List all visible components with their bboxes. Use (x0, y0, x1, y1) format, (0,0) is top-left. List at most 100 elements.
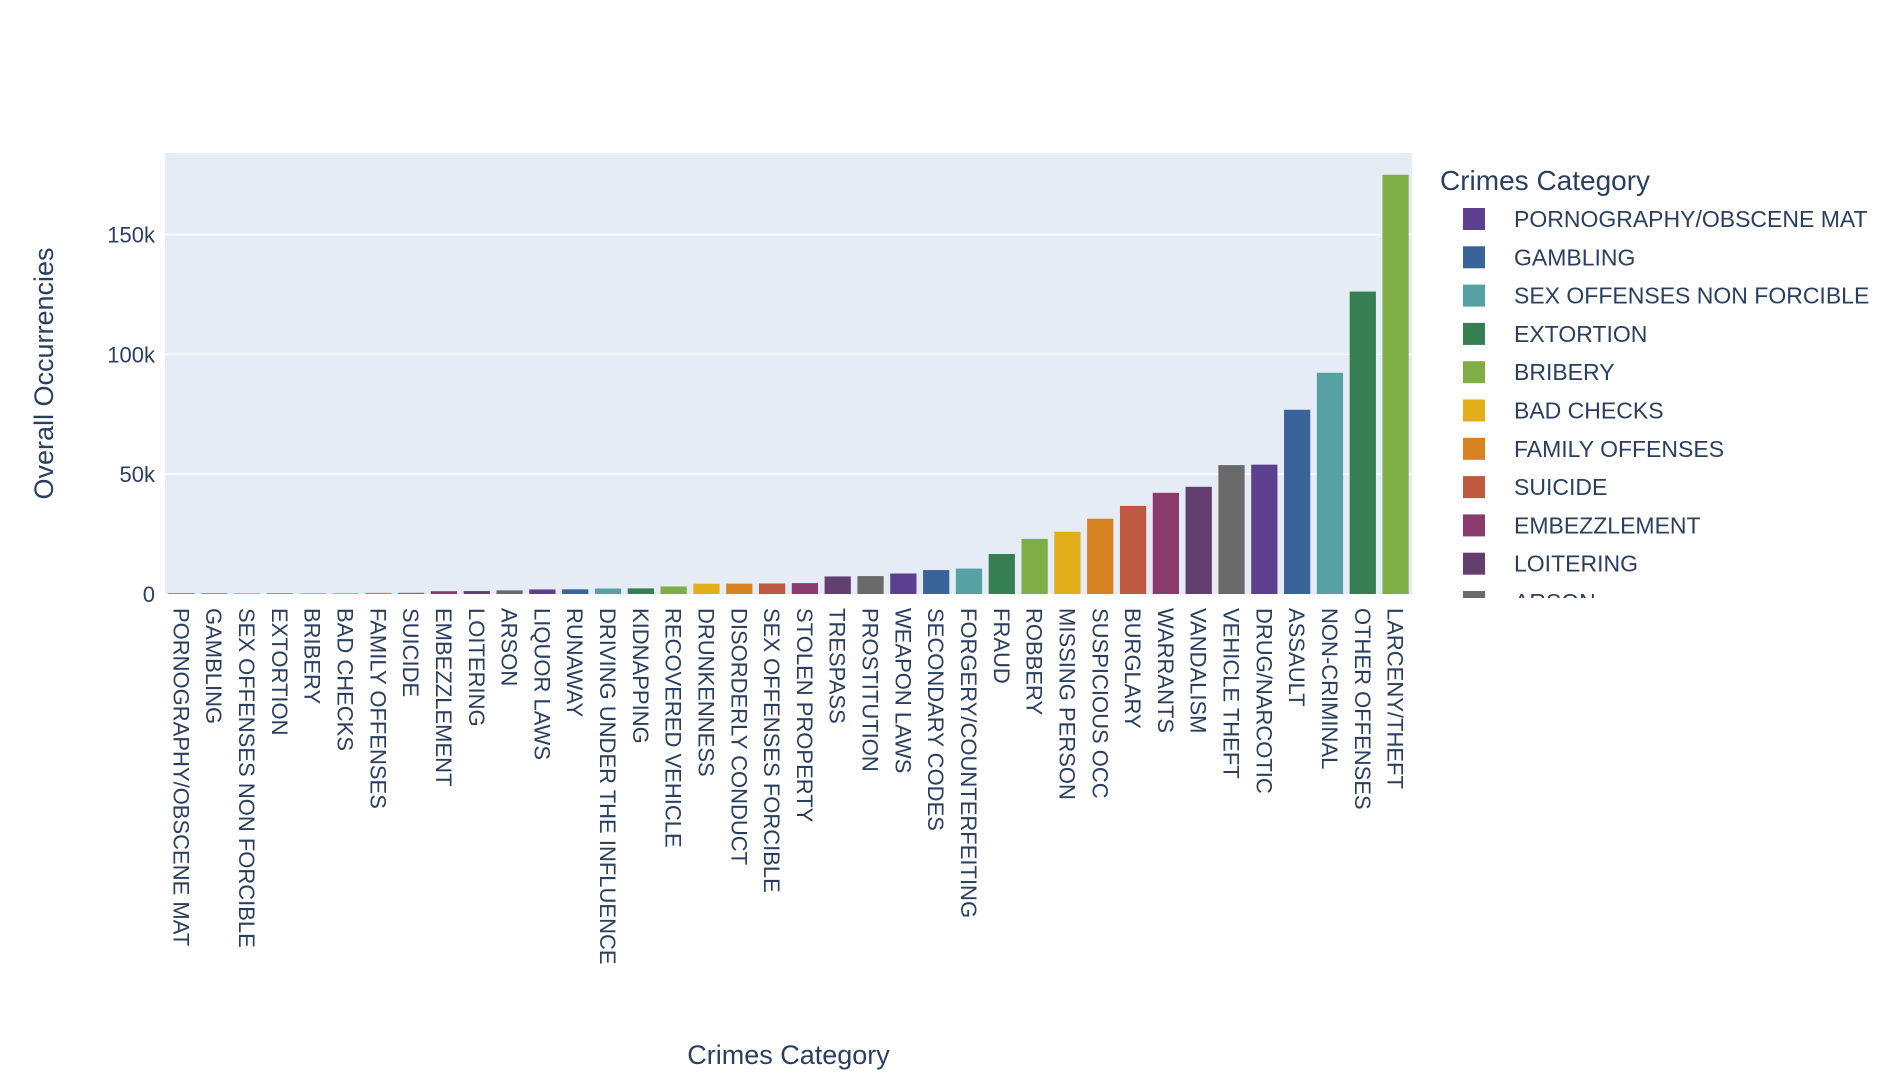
x-tick-label: BURGLARY (1120, 608, 1145, 729)
legend-item[interactable]: SUICIDE (1463, 474, 1607, 500)
bar[interactable] (1251, 464, 1278, 594)
x-axis-ticks: PORNOGRAPHY/OBSCENE MAT GAMBLING SEX OFFEN… (168, 608, 1407, 965)
x-tick-label: SEX OFFENSES FORCIBLE (759, 608, 784, 893)
legend-label: BRIBERY (1514, 359, 1615, 385)
legend-item[interactable]: EXTORTION (1463, 321, 1647, 347)
legend[interactable]: Crimes Category PORNOGRAPHY/OBSCENE MAT G… (1440, 165, 1869, 615)
legend-label: SUICIDE (1514, 474, 1607, 500)
y-tick-label: 50k (120, 462, 156, 487)
legend-swatch (1463, 591, 1485, 598)
bar[interactable] (726, 583, 753, 594)
x-tick-label: LARCENY/THEFT (1383, 608, 1408, 789)
legend-item[interactable]: FAMILY OFFENSES (1463, 436, 1724, 462)
legend-label: EMBEZZLEMENT (1514, 512, 1701, 538)
x-tick-label: DISORDERLY CONDUCT (726, 608, 751, 865)
x-tick-label: ROBBERY (1022, 608, 1047, 716)
bar[interactable] (890, 573, 917, 594)
legend-swatch (1463, 514, 1485, 537)
bar[interactable] (1054, 531, 1081, 594)
x-tick-label: VEHICLE THEFT (1219, 608, 1244, 779)
legend-swatch (1463, 399, 1485, 422)
legend-item[interactable]: BRIBERY (1463, 359, 1615, 385)
bar[interactable] (660, 586, 687, 594)
bar[interactable] (266, 593, 293, 594)
legend-swatch (1463, 437, 1485, 460)
bar[interactable] (430, 591, 458, 594)
legend-items[interactable]: PORNOGRAPHY/OBSCENE MAT GAMBLING SEX OFFEN… (1463, 206, 1869, 615)
bar[interactable] (529, 589, 556, 594)
x-tick-label: DRUNKENNESS (693, 608, 718, 777)
x-tick-label: VANDALISM (1186, 608, 1211, 734)
bar[interactable] (758, 583, 786, 594)
x-tick-label: FORGERY/COUNTERFEITING (956, 608, 981, 918)
bar[interactable] (299, 593, 326, 594)
legend-item[interactable]: GAMBLING (1463, 244, 1635, 270)
legend-label: EXTORTION (1514, 321, 1647, 347)
bar[interactable] (1284, 409, 1311, 594)
legend-item[interactable]: EMBEZZLEMENT (1463, 512, 1701, 538)
x-tick-label: EXTORTION (267, 608, 292, 736)
bar[interactable] (1119, 505, 1147, 594)
legend-item[interactable]: SEX OFFENSES NON FORCIBLE (1463, 283, 1869, 309)
bar[interactable] (201, 593, 228, 594)
legend-swatch (1463, 208, 1485, 230)
x-tick-label: STOLEN PROPERTY (792, 608, 817, 823)
legend-swatch (1463, 246, 1485, 269)
x-tick-label: DRIVING UNDER THE INFLUENCE (595, 608, 620, 965)
bar[interactable] (1218, 465, 1245, 594)
bar[interactable] (1021, 538, 1048, 594)
bar[interactable] (463, 591, 490, 594)
legend-swatch (1463, 476, 1485, 499)
bar[interactable] (168, 593, 195, 594)
x-tick-label: NON-CRIMINAL (1317, 608, 1342, 769)
x-tick-label: PORNOGRAPHY/OBSCENE MAT (168, 608, 193, 946)
bar[interactable] (397, 592, 425, 594)
bar[interactable] (791, 583, 819, 594)
legend-item[interactable]: PORNOGRAPHY/OBSCENE MAT (1463, 206, 1868, 232)
bar[interactable] (365, 592, 392, 594)
x-tick-label: EMBEZZLEMENT (431, 608, 456, 786)
x-tick-label: SUSPICIOUS OCC (1087, 608, 1112, 799)
legend-item[interactable]: BAD CHECKS (1463, 398, 1664, 424)
x-tick-label: SECONDARY CODES (923, 608, 948, 831)
bar[interactable] (594, 588, 622, 594)
bar[interactable] (1087, 518, 1114, 594)
bar[interactable] (693, 583, 720, 594)
bar[interactable] (1316, 372, 1344, 594)
bar[interactable] (1185, 486, 1212, 594)
bar[interactable] (824, 576, 851, 594)
x-tick-label: RUNAWAY (562, 608, 587, 718)
x-tick-label: KIDNAPPING (628, 608, 653, 744)
y-tick-label: 0 (143, 582, 155, 607)
bar[interactable] (955, 568, 983, 594)
bar[interactable] (496, 590, 523, 594)
legend-item[interactable]: ARSON (1463, 589, 1596, 615)
bar[interactable] (923, 570, 950, 594)
x-tick-label: FRAUD (989, 608, 1014, 684)
y-tick-label: 150k (107, 222, 156, 247)
bar[interactable] (562, 589, 589, 594)
y-axis-title: Overall Occurrencies (29, 247, 59, 499)
x-tick-label: DRUG/NARCOTIC (1251, 608, 1276, 794)
bar[interactable] (857, 576, 884, 594)
legend-item[interactable]: LOITERING (1463, 551, 1638, 577)
bar[interactable] (627, 588, 654, 594)
legend-label: BAD CHECKS (1514, 398, 1664, 424)
x-tick-label: TRESPASS (825, 608, 850, 724)
bar[interactable] (1382, 174, 1409, 594)
legend-label: PORNOGRAPHY/OBSCENE MAT (1514, 206, 1868, 232)
x-tick-label: PROSTITUTION (858, 608, 883, 772)
legend-label: ARSON (1514, 589, 1596, 615)
bar[interactable] (1152, 492, 1180, 594)
bar[interactable] (233, 593, 261, 594)
legend-swatch (1463, 361, 1485, 384)
x-tick-label: BAD CHECKS (332, 608, 357, 751)
bar-series (168, 174, 1409, 594)
y-tick-label: 100k (107, 342, 156, 367)
bar[interactable] (332, 593, 359, 594)
legend-swatch (1463, 552, 1485, 575)
y-gridlines (165, 233, 1412, 475)
x-tick-label: SUICIDE (398, 608, 423, 697)
bar[interactable] (988, 554, 1015, 594)
bar[interactable] (1349, 291, 1376, 594)
